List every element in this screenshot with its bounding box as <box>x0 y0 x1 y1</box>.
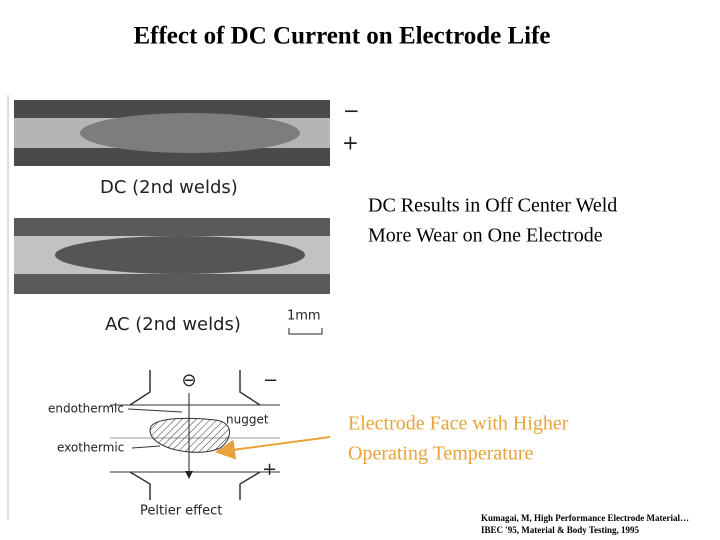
leader-line <box>131 445 161 449</box>
endothermic-label: endothermic <box>48 402 124 416</box>
citation-line: Kumagai, M, High Performance Electrode M… <box>481 513 689 523</box>
slide-title: Effect of DC Current on Electrode Life <box>133 23 550 50</box>
top-electrode <box>129 370 261 406</box>
pointer-arrow <box>215 436 331 460</box>
scale-label: 1mm <box>287 309 321 324</box>
ac-label: AC (2nd welds) <box>105 314 241 335</box>
note-line: More Wear on One Electrode <box>368 225 603 247</box>
dc-label: DC (2nd welds) <box>100 177 238 198</box>
peltier-label: Peltier effect <box>140 504 222 519</box>
dc-nugget <box>80 113 300 153</box>
minus-sign: − <box>343 99 360 123</box>
leader-line <box>127 408 183 413</box>
electron-symbol: ⊖ <box>181 370 196 391</box>
citation-line: IBEC '95, Material & Body Testing, 1995 <box>481 525 640 535</box>
note-line: DC Results in Off Center Weld <box>368 195 617 217</box>
bottom-electrode <box>129 471 261 500</box>
figure: − + DC (2nd welds) AC (2nd welds) 1mm ⊖ … <box>7 95 360 520</box>
scale-bar <box>288 328 323 335</box>
exothermic-label: exothermic <box>57 441 124 455</box>
nugget-label: nugget <box>226 413 269 427</box>
ac-nugget <box>55 236 305 274</box>
note-line: Operating Temperature <box>348 443 533 465</box>
nugget-shape <box>149 417 230 453</box>
plus-sign: + <box>342 131 359 155</box>
plus-sign: + <box>262 459 277 480</box>
note-line: Electrode Face with Higher <box>348 413 569 435</box>
minus-sign: − <box>263 370 278 391</box>
